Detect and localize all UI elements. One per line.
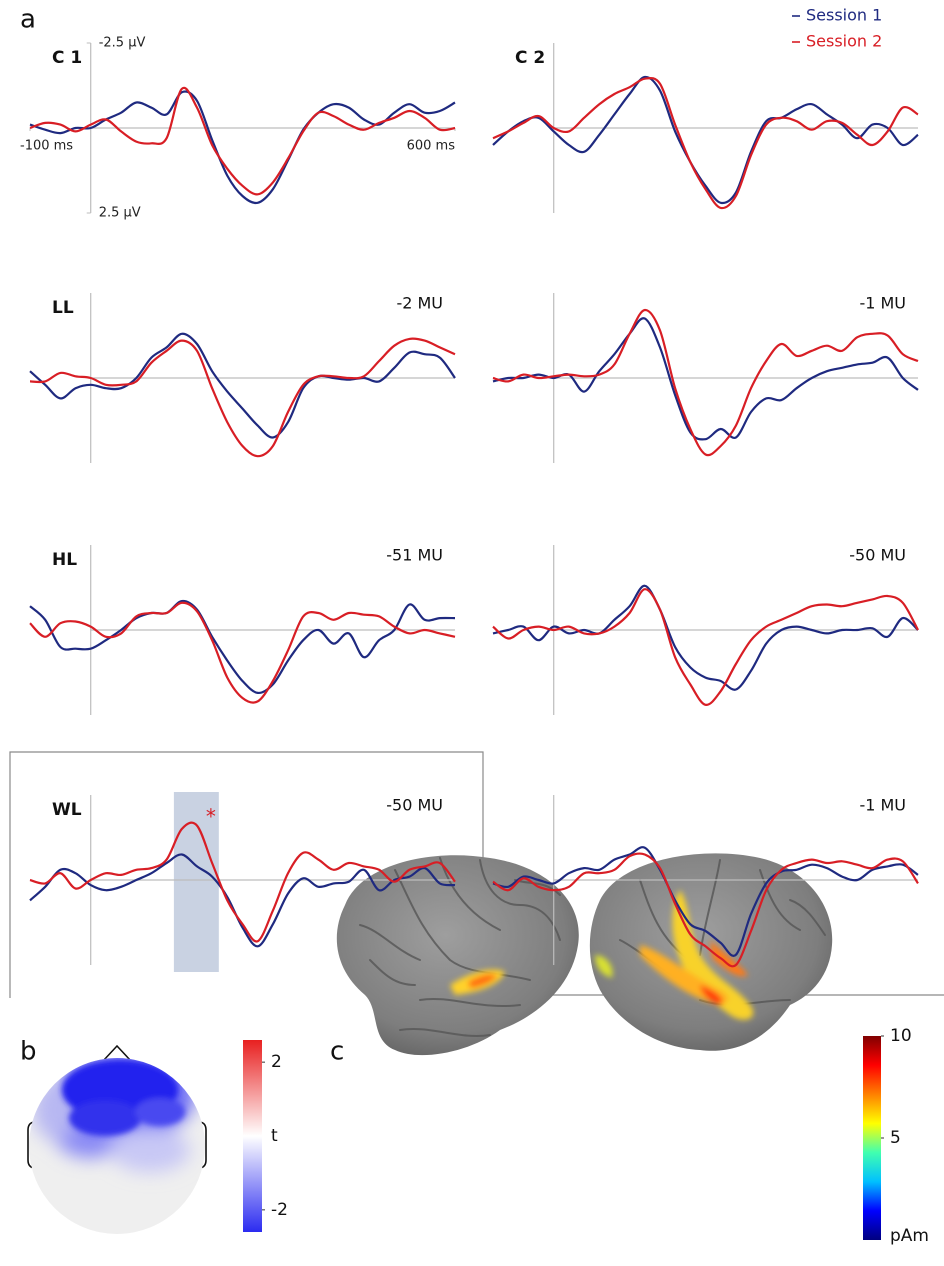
- subplot: HL -51 MU: [30, 545, 455, 715]
- y-tick-label: -2.5 µV: [99, 36, 146, 51]
- colorbar: [243, 1040, 262, 1232]
- subplot-annotation: -50 MU: [849, 546, 906, 565]
- series-line: [30, 601, 455, 693]
- colorbar: [863, 1036, 881, 1240]
- subplot-annotation: -50 MU: [386, 796, 443, 815]
- subplot-annotation: -51 MU: [386, 546, 443, 565]
- series-line: [30, 603, 455, 703]
- significance-marker: *: [206, 805, 216, 829]
- subplot-annotation: -2 MU: [396, 294, 443, 313]
- series-line: [493, 586, 918, 690]
- colorbar-tick-label: 2: [271, 1052, 282, 1072]
- brain-left: [337, 855, 579, 1055]
- series-line: [493, 77, 918, 203]
- colorbar-label: pAm: [890, 1226, 929, 1246]
- series-line: [493, 78, 918, 208]
- colorbar-tick-label: -2: [271, 1200, 288, 1220]
- figure: a b c 2 -2 t: [0, 0, 944, 1266]
- subplot: -2.5 µV 2.5 µV -100 ms 600 ms C 1: [20, 36, 455, 221]
- panel-label: a: [20, 5, 36, 35]
- colorbar-tick-label: 5: [890, 1128, 901, 1148]
- subplot-title: WL: [52, 800, 82, 820]
- x-tick-label: 600 ms: [407, 139, 456, 154]
- subplot-annotation: -1 MU: [859, 796, 906, 815]
- colorbar-label: t: [271, 1126, 278, 1146]
- y-tick-label: 2.5 µV: [99, 206, 141, 221]
- subplot-annotation: -1 MU: [859, 294, 906, 313]
- colorbar-tick-label: 10: [890, 1026, 912, 1046]
- x-tick-label: -100 ms: [20, 139, 73, 154]
- brain-right: 10 5 pAm: [590, 853, 929, 1246]
- legend-label: Session 1: [806, 6, 882, 25]
- subplot-title: C 1: [52, 48, 82, 68]
- panel-label: b: [20, 1037, 37, 1067]
- subplot-title: C 2: [515, 48, 545, 68]
- series-line: [493, 310, 918, 455]
- subplot: C 2: [493, 43, 918, 213]
- topomap: 2 -2 t: [28, 1040, 288, 1234]
- legend-label: Session 2: [806, 32, 882, 51]
- panel-label: c: [330, 1037, 344, 1067]
- subplot: LL -2 MU: [30, 293, 455, 463]
- subplot-title: LL: [52, 298, 74, 318]
- series-line: [30, 88, 455, 195]
- series-line: [30, 339, 455, 457]
- series-line: [493, 589, 918, 705]
- series-line: [493, 318, 918, 439]
- subplot: -1 MU: [493, 293, 918, 463]
- subplot: -50 MU: [493, 545, 918, 715]
- subplot-title: HL: [52, 550, 77, 570]
